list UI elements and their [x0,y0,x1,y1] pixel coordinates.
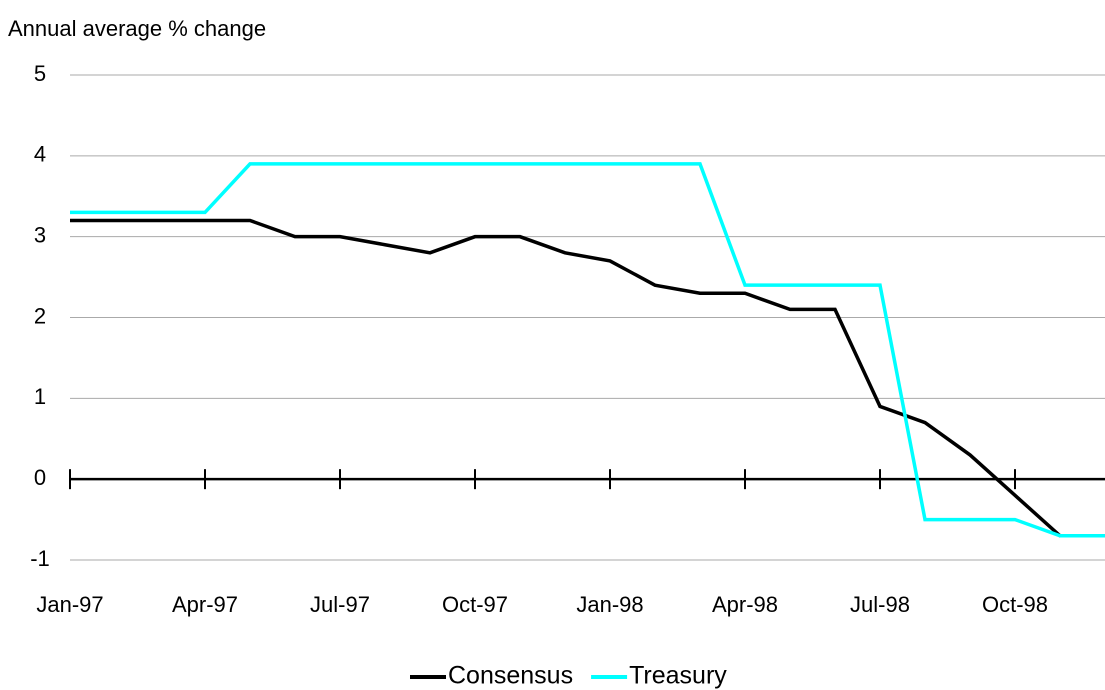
series-line [70,162,1105,538]
x-tick-label: Apr-97 [172,592,238,617]
y-tick-label: -1 [30,546,50,571]
y-tick-label: 0 [34,465,46,490]
x-tick-label: Jan-98 [576,592,643,617]
y-axis-label: Annual average % change [8,16,266,41]
y-tick-label: 1 [34,384,46,409]
y-tick-label: 3 [34,222,46,247]
x-tick-label: Jan-97 [36,592,103,617]
x-tick-label: Oct-98 [982,592,1048,617]
y-tick-label: 2 [34,303,46,328]
x-tick-label: Jul-98 [850,592,910,617]
x-tick-label: Jul-97 [310,592,370,617]
x-tick-label: Apr-98 [712,592,778,617]
legend-text: Consensus [448,662,573,690]
y-tick-label: 5 [34,61,46,86]
legend-text: Treasury [629,662,727,690]
x-tick-label: Oct-97 [442,592,508,617]
series-line [70,218,1105,538]
y-tick-label: 4 [34,142,46,167]
